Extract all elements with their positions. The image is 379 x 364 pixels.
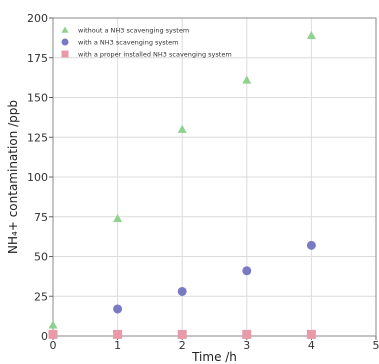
y-tick-label: 200 [27, 12, 48, 25]
y-tick-label: 175 [27, 52, 48, 65]
data-point-series-1 [306, 30, 316, 40]
data-point-series-3 [113, 329, 123, 339]
data-points [48, 30, 316, 339]
data-point-series-2 [177, 286, 187, 296]
legend-marker [61, 50, 69, 58]
y-tick-label: 75 [34, 211, 48, 224]
x-tick-label: 0 [50, 339, 57, 352]
legend-label: with a proper installed NH3 scavenging s… [78, 51, 232, 59]
y-tick-label: 150 [27, 92, 48, 105]
legend-marker [61, 26, 69, 33]
legend-label: without a NH3 scavenging system [78, 27, 189, 35]
y-tick-label: 25 [34, 290, 48, 303]
data-point-series-3 [48, 329, 58, 339]
data-point-series-3 [177, 329, 187, 339]
x-tick-label: 5 [373, 339, 379, 352]
data-point-series-3 [242, 329, 252, 339]
y-axis-title: NH₄+ contamination /ppb [6, 100, 20, 254]
data-point-series-1 [48, 320, 58, 329]
data-point-series-1 [113, 213, 123, 222]
legend: without a NH3 scavenging system with a NH… [61, 26, 232, 59]
x-tick-label: 4 [308, 339, 315, 352]
data-point-series-3 [306, 329, 316, 339]
data-point-series-2 [306, 240, 316, 250]
legend-label: with a NH3 scavenging system [78, 39, 179, 47]
data-point-series-1 [177, 124, 187, 133]
grid [52, 17, 377, 337]
legend-marker [61, 38, 69, 46]
data-point-series-2 [242, 266, 252, 276]
data-point-series-2 [113, 304, 123, 314]
x-axis-title: Time /h [191, 350, 237, 364]
y-tick-label: 50 [34, 251, 48, 264]
x-tick-label: 3 [243, 339, 250, 352]
x-tick-label: 2 [179, 339, 186, 352]
data-point-series-1 [242, 75, 252, 84]
y-tick-label: 0 [41, 330, 48, 343]
y-tick-label: 100 [27, 171, 48, 184]
x-tick-label: 1 [114, 339, 121, 352]
y-tick-label: 125 [27, 131, 48, 144]
